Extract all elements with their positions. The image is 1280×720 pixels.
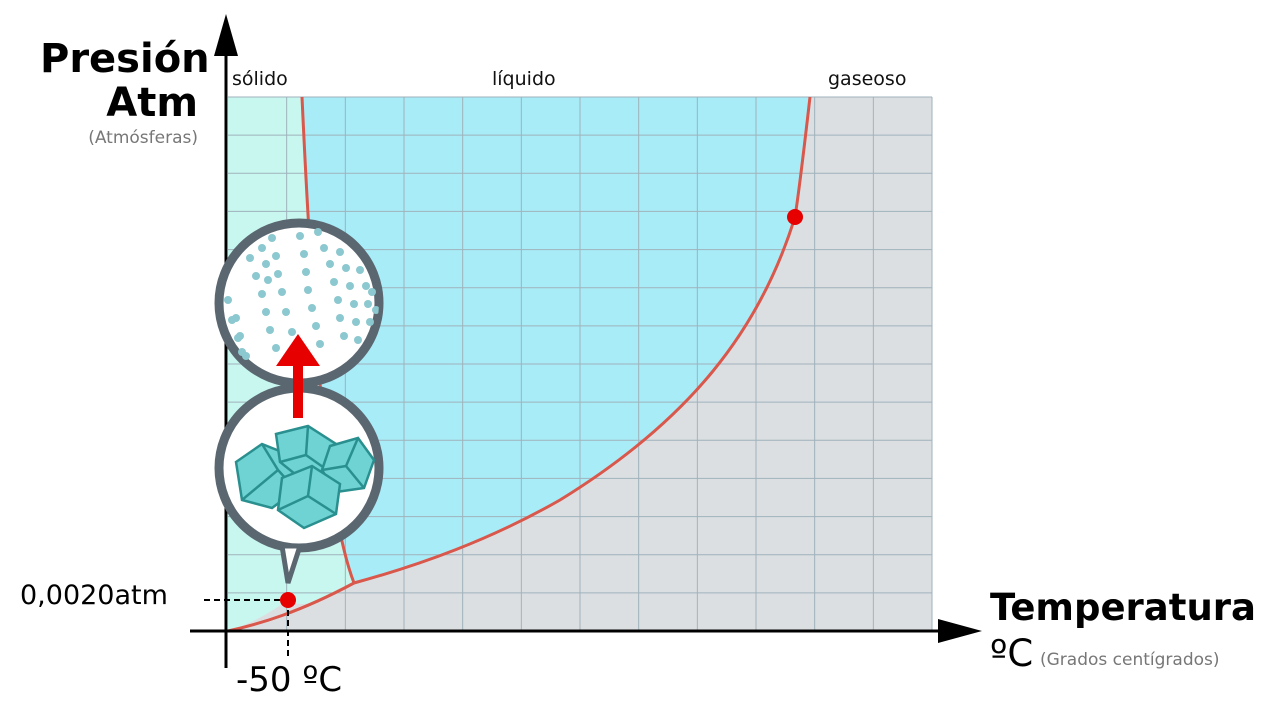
water-molecule-dot <box>262 260 270 268</box>
critical-point <box>787 209 803 225</box>
water-molecule-dot <box>266 326 274 334</box>
water-molecule-dot <box>312 322 320 330</box>
arrow-up-icon <box>276 334 320 418</box>
water-molecule-dot <box>362 282 370 290</box>
boundary-liquid-gas <box>353 96 812 585</box>
x-axis-unit-symbol: ºC <box>990 632 1034 675</box>
water-molecule-dot <box>320 244 328 252</box>
phase-label-liquid: líquido <box>492 68 556 90</box>
water-molecule-dot <box>252 272 260 280</box>
ice-cubes-icon <box>214 383 384 584</box>
water-molecule-dot <box>246 254 254 262</box>
phase-label-solid: sólido <box>232 68 288 90</box>
water-molecule-dot <box>350 300 358 308</box>
water-molecules-icon <box>214 218 384 388</box>
water-molecule-dot <box>336 314 344 322</box>
x-axis-title: Temperatura <box>990 586 1257 629</box>
y-axis-arrow <box>214 14 238 56</box>
triple-point <box>280 592 296 608</box>
water-molecule-dot <box>326 260 334 268</box>
water-molecule-dot <box>300 250 308 258</box>
triple-point-temperature-label: -50 ºC <box>236 660 343 700</box>
water-molecule-dot <box>274 270 282 278</box>
water-molecule-dot <box>264 276 272 284</box>
water-molecule-dot <box>372 306 379 314</box>
water-molecule-dot <box>304 286 312 294</box>
water-molecule-dot <box>366 318 374 326</box>
water-molecule-dot <box>272 252 280 260</box>
water-molecule-dot <box>268 234 276 242</box>
water-molecule-dot <box>278 288 286 296</box>
water-molecule-dot <box>296 232 304 240</box>
x-axis-arrow <box>938 619 982 643</box>
water-molecule-dot <box>302 268 310 276</box>
water-molecule-dot <box>336 248 344 256</box>
water-molecule-dot <box>234 334 242 342</box>
water-molecule-dot <box>356 266 364 274</box>
water-molecule-dot <box>224 296 232 304</box>
water-molecule-dot <box>342 264 350 272</box>
y-axis-title: Presión <box>40 36 210 82</box>
water-molecule-dot <box>228 316 236 324</box>
phase-label-gas: gaseoso <box>828 68 907 90</box>
water-molecule-dot <box>330 278 338 286</box>
water-molecule-dot <box>316 340 324 348</box>
water-molecule-dot <box>364 300 372 308</box>
boundary-solid-gas <box>227 581 355 633</box>
water-molecule-dot <box>242 352 250 360</box>
water-molecule-dot <box>272 344 280 352</box>
water-molecule-dot <box>346 282 354 290</box>
water-molecule-dot <box>352 318 360 326</box>
water-molecule-dot <box>334 296 342 304</box>
y-axis-title-line2: Atm <box>106 80 198 126</box>
water-molecule-dot <box>308 304 316 312</box>
water-molecule-dot <box>282 308 290 316</box>
water-molecule-dot <box>354 336 362 344</box>
liquid-region <box>302 97 810 583</box>
water-molecule-dot <box>340 332 348 340</box>
water-molecule-dot <box>258 290 266 298</box>
water-molecule-dot <box>314 228 322 236</box>
water-molecule-dot <box>258 244 266 252</box>
x-axis-unit: (Grados centígrados) <box>1040 650 1220 670</box>
water-molecule-dot <box>262 308 270 316</box>
y-axis-unit: (Atmósferas) <box>88 128 198 148</box>
triple-point-pressure-label: 0,0020atm <box>20 580 168 611</box>
water-molecule-dot <box>288 328 296 336</box>
water-molecule-dot <box>368 288 376 296</box>
